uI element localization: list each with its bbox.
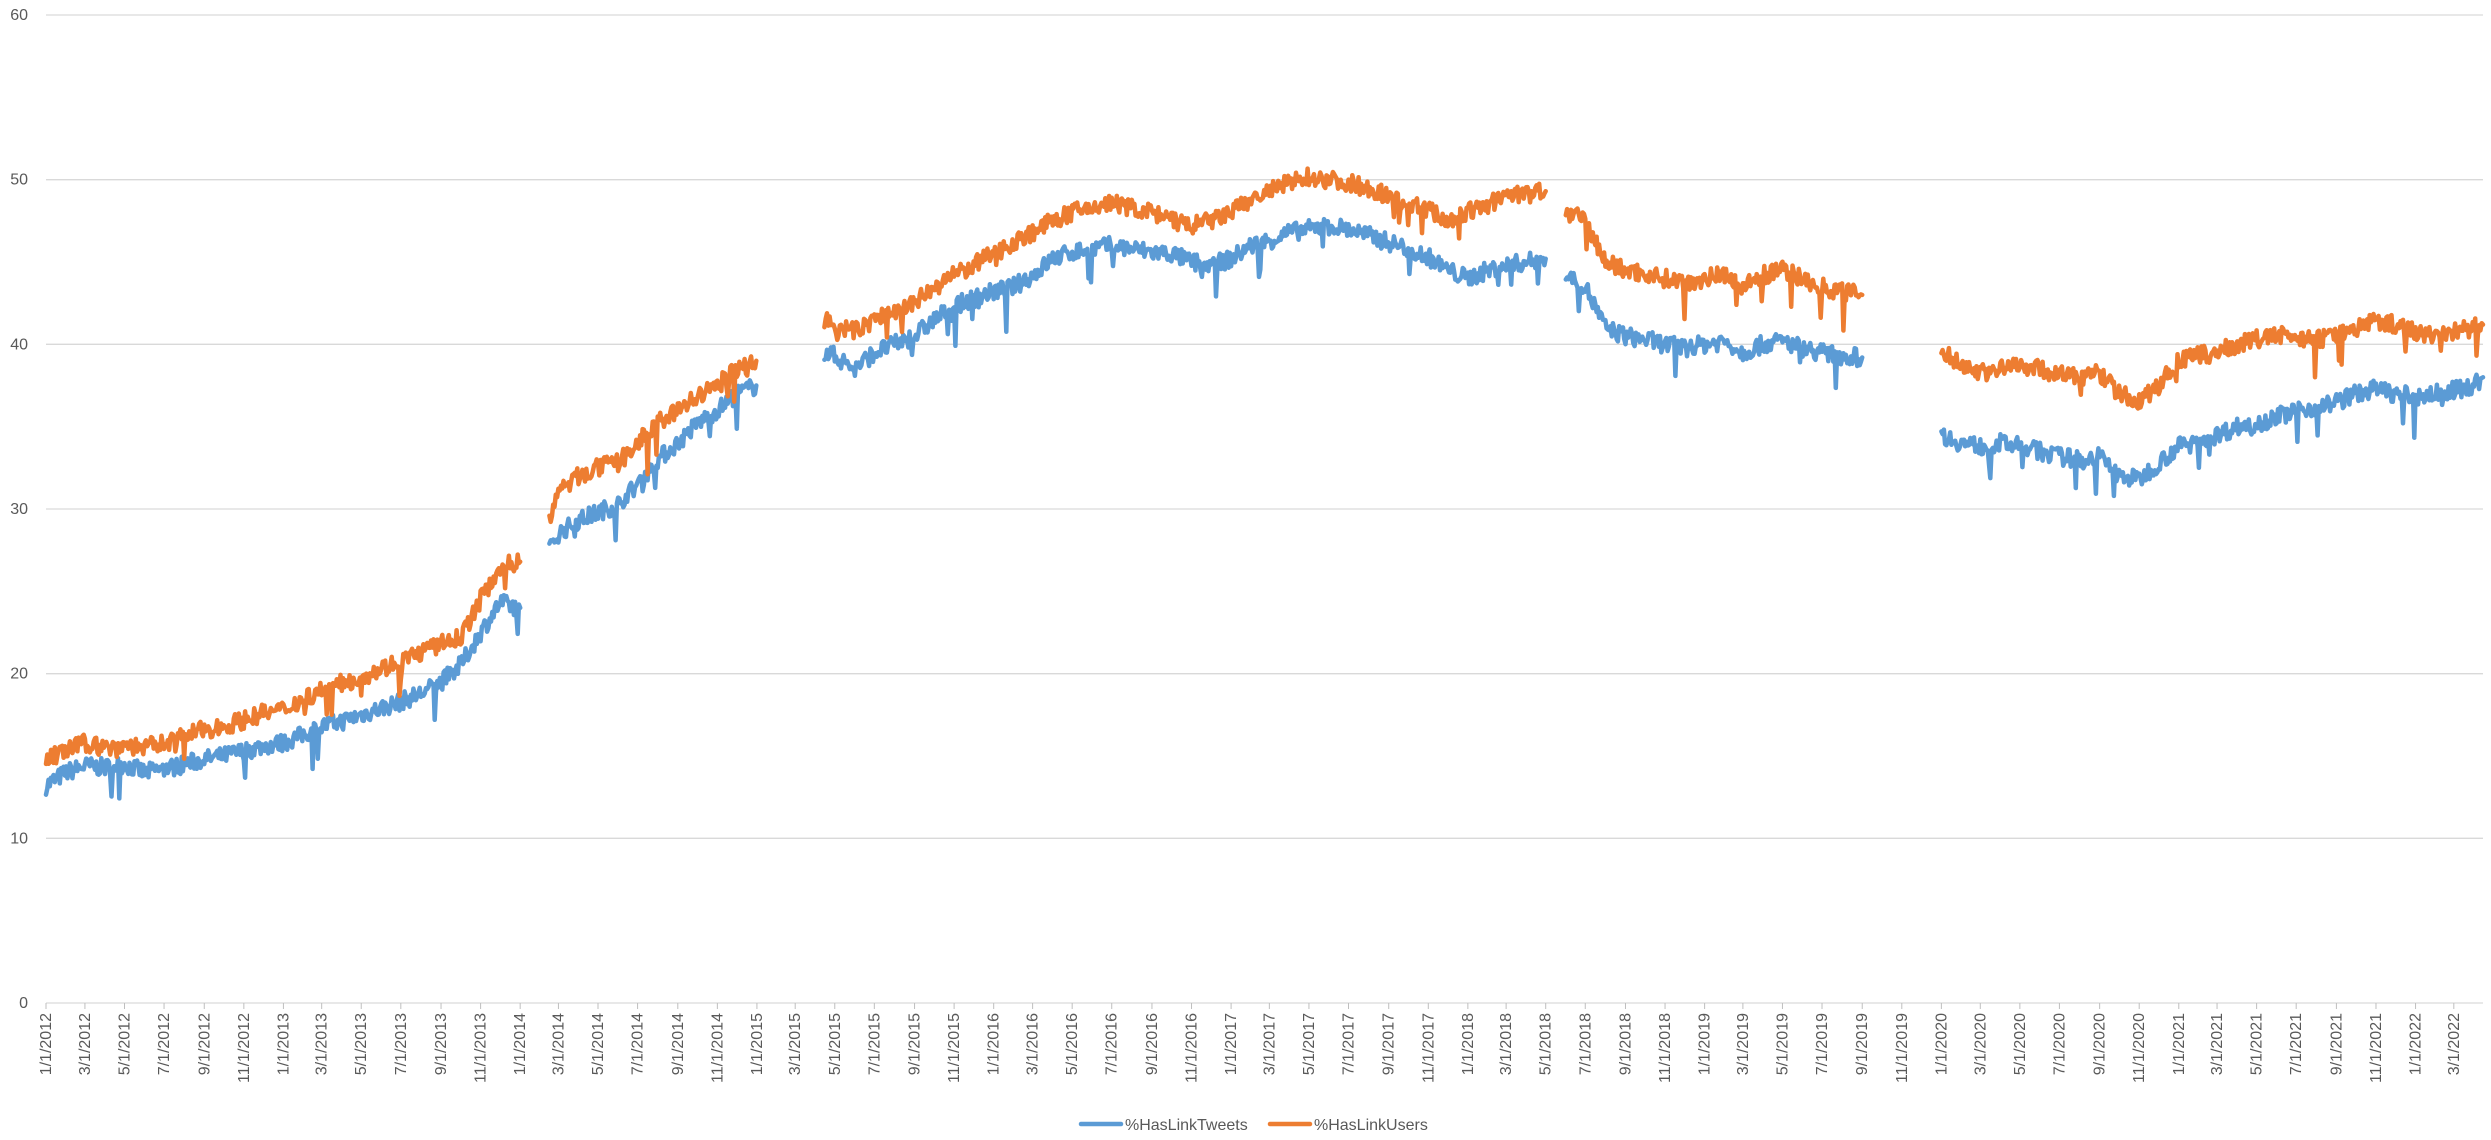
x-tick-label: 11/1/2013 — [473, 1013, 490, 1083]
x-tick-label: 3/1/2013 — [314, 1013, 331, 1075]
series-line-tweets — [1939, 372, 2486, 499]
x-tick-label: 9/1/2018 — [1617, 1013, 1634, 1075]
x-tick-label: 7/1/2019 — [1814, 1013, 1831, 1075]
x-tick-label: 11/1/2015 — [946, 1013, 963, 1083]
legend-label: %HasLinkTweets — [1125, 1117, 1248, 1134]
x-tick-label: 9/1/2016 — [1144, 1013, 1161, 1075]
series-line-users — [547, 354, 759, 525]
x-tick-label: 7/1/2016 — [1104, 1013, 1121, 1075]
x-tick-label: 9/1/2020 — [2092, 1013, 2109, 1075]
x-tick-label: 9/1/2021 — [2328, 1013, 2345, 1075]
y-tick-label: 50 — [10, 172, 28, 189]
series-line-users — [1939, 311, 2486, 411]
x-tick-label: 5/1/2012 — [116, 1013, 133, 1075]
series-line-tweets — [1563, 270, 1865, 391]
x-tick-label: 3/1/2017 — [1261, 1013, 1278, 1075]
x-tick-label: 1/1/2016 — [986, 1013, 1003, 1075]
x-tick-label: 11/1/2017 — [1420, 1013, 1437, 1083]
x-tick-label: 1/1/2019 — [1697, 1013, 1714, 1075]
x-tick-label: 7/1/2021 — [2288, 1013, 2305, 1075]
series-line-tweets — [822, 216, 1548, 379]
x-tick-label: 1/1/2012 — [38, 1013, 55, 1075]
x-tick-label: 5/1/2014 — [590, 1013, 607, 1075]
x-tick-label: 7/1/2012 — [156, 1013, 173, 1075]
x-tick-label: 5/1/2013 — [353, 1013, 370, 1075]
x-tick-label: 7/1/2015 — [866, 1013, 883, 1075]
x-tick-label: 5/1/2021 — [2249, 1013, 2266, 1075]
x-tick-label: 1/1/2021 — [2171, 1013, 2188, 1075]
x-tick-label: 7/1/2020 — [2051, 1013, 2068, 1075]
gridlines — [46, 14, 2483, 1004]
x-tick-label: 1/1/2013 — [275, 1013, 292, 1075]
x-tick-label: 3/1/2019 — [1735, 1013, 1752, 1075]
x-tick-label: 3/1/2021 — [2209, 1013, 2226, 1075]
x-tick-label: 5/1/2020 — [2012, 1013, 2029, 1075]
x-tick-label: 3/1/2016 — [1025, 1013, 1042, 1075]
legend-label: %HasLinkUsers — [1314, 1117, 1428, 1134]
series-line-tweets — [547, 378, 759, 546]
x-tick-label: 11/1/2021 — [2368, 1013, 2385, 1083]
x-tick-label: 9/1/2013 — [433, 1013, 450, 1075]
x-tick-label: 11/1/2020 — [2131, 1013, 2148, 1083]
x-tick-label: 5/1/2015 — [827, 1013, 844, 1075]
x-tick-label: 11/1/2016 — [1184, 1013, 1201, 1083]
x-tick-label: 11/1/2012 — [236, 1013, 253, 1083]
x-tick-label: 3/1/2020 — [1972, 1013, 1989, 1075]
x-tick-label: 7/1/2014 — [630, 1013, 647, 1075]
x-tick-label: 5/1/2017 — [1301, 1013, 1318, 1075]
y-tick-label: 40 — [10, 336, 28, 353]
x-tick-label: 5/1/2019 — [1774, 1013, 1791, 1075]
x-tick-label: 1/1/2020 — [1933, 1013, 1950, 1075]
x-tick-label: 11/1/2014 — [709, 1013, 726, 1083]
x-tick-label: 9/1/2014 — [670, 1013, 687, 1075]
series-line-users — [43, 552, 523, 767]
y-tick-label: 10 — [10, 830, 28, 847]
x-tick-label: 1/1/2022 — [2408, 1013, 2425, 1075]
x-tick-label: 3/1/2018 — [1498, 1013, 1515, 1075]
x-tick-label: 9/1/2012 — [196, 1013, 213, 1075]
x-tick-label: 3/1/2012 — [77, 1013, 94, 1075]
x-tick-label: 9/1/2015 — [907, 1013, 924, 1075]
x-tick-label: 5/1/2016 — [1064, 1013, 1081, 1075]
y-tick-label: 0 — [19, 995, 28, 1012]
x-tick-label: 9/1/2019 — [1854, 1013, 1871, 1075]
x-tick-label: 11/1/2018 — [1657, 1013, 1674, 1083]
plot-series — [43, 166, 2486, 801]
x-tick-label: 1/1/2018 — [1460, 1013, 1477, 1075]
x-tick-label: 3/1/2022 — [2446, 1013, 2463, 1075]
legend: %HasLinkTweets %HasLinkUsers — [1078, 1117, 1428, 1134]
series-line-users — [822, 166, 1548, 343]
x-tick-label: 1/1/2015 — [749, 1013, 766, 1075]
series-line-tweets — [43, 592, 523, 801]
x-tick-label: 11/1/2019 — [1894, 1013, 1911, 1083]
y-tick-label: 60 — [10, 7, 28, 24]
y-tick-label: 20 — [10, 666, 28, 683]
x-tick-label: 5/1/2018 — [1538, 1013, 1555, 1075]
x-tick-label: 1/1/2014 — [512, 1013, 529, 1075]
x-tick-label: 1/1/2017 — [1223, 1013, 1240, 1075]
y-tick-label: 30 — [10, 501, 28, 518]
x-axis: 1/1/2012 3/1/2012 5/1/2012 7/1/2012 9/1/2012… — [38, 1003, 2463, 1083]
series-line-users — [1563, 206, 1865, 333]
x-tick-label: 3/1/2015 — [787, 1013, 804, 1075]
x-tick-label: 7/1/2017 — [1341, 1013, 1358, 1075]
y-axis-tick-labels: 0 10 20 30 40 50 60 — [10, 7, 28, 1012]
x-tick-label: 3/1/2014 — [550, 1013, 567, 1075]
x-tick-label: 7/1/2013 — [393, 1013, 410, 1075]
x-tick-label: 7/1/2018 — [1577, 1013, 1594, 1075]
x-tick-label: 9/1/2017 — [1381, 1013, 1398, 1075]
